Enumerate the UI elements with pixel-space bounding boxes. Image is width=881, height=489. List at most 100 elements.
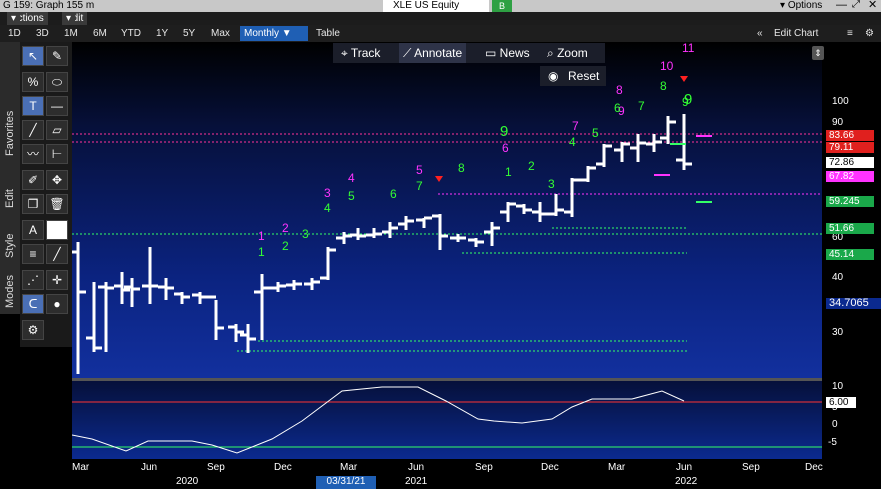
axis-scroll-icon[interactable]: ⇕ — [812, 46, 824, 60]
line-color-icon[interactable]: ╱ — [46, 244, 68, 264]
range-ytd[interactable]: YTD — [121, 28, 141, 39]
news-button[interactable]: ▭ News — [485, 46, 530, 60]
dashed-line-icon[interactable]: ⋰ — [22, 270, 44, 290]
time-axis[interactable]: Mar Jun Sep Dec Mar Jun Sep Dec Mar Jun … — [72, 459, 823, 489]
price-badge: 67.82 — [826, 171, 874, 182]
track-button[interactable]: ⌖ Track — [341, 46, 381, 60]
move-tool-icon[interactable]: ✥ — [46, 170, 68, 190]
tab-style-label: Style — [4, 233, 16, 258]
tab-favorites-label: Favorites — [4, 110, 16, 156]
b-button[interactable]: B — [492, 0, 512, 12]
table-button[interactable]: Table — [316, 28, 340, 39]
brush-tool-icon[interactable]: ✐ — [22, 170, 44, 190]
td-count-label: 1 — [258, 229, 265, 243]
trendline-tool-icon[interactable]: ╱ — [22, 120, 44, 140]
options-menu[interactable]: ▾ Options — [780, 0, 823, 11]
collapse-toolbar-icon[interactable]: « — [757, 28, 763, 39]
td-count-label: 11 — [682, 42, 695, 55]
text-tool-icon[interactable]: T — [22, 96, 44, 116]
pane-divider[interactable] — [72, 378, 822, 381]
x-month: Sep — [475, 462, 493, 473]
price-badge: 34.7065 — [826, 298, 881, 309]
td-count-label: 2 — [282, 221, 289, 235]
period-dropdown[interactable]: Monthly ▼ — [240, 26, 308, 41]
crosshair-mode-icon[interactable]: ✛ — [46, 270, 68, 290]
price-axis[interactable]: ⇕ 100 90 60 40 30 83.66 79.11 72.86 67.8… — [812, 42, 881, 378]
x-month: Dec — [274, 462, 292, 473]
price-badge: 83.66 — [826, 130, 874, 141]
td-count-label: 7 — [416, 179, 423, 193]
osc-tick: 10 — [832, 381, 844, 392]
drawing-toolbar: ↖ ✎ % ⬭ T — ╱ ▱ 〰 ⊢ ✐ ✥ ❐ 🗑 A ≡ ╱ ⋰ ✛ ᑕ … — [20, 42, 72, 347]
td-count-label: 9 — [618, 104, 625, 118]
annotate-button[interactable]: ⟋ Annotate — [399, 43, 467, 63]
td-count-label: 5 — [592, 126, 599, 140]
tab-favorites[interactable]: Favorites — [0, 42, 20, 163]
range-1d[interactable]: 1D — [8, 28, 21, 39]
maximize-icon[interactable]: ⤢ — [852, 0, 860, 10]
range-3d[interactable]: 3D — [36, 28, 49, 39]
range-1y[interactable]: 1Y — [156, 28, 169, 39]
price-badge: 45.14 — [826, 249, 874, 260]
oscillator-axis[interactable]: 10 5 0 -5 6.00 — [822, 381, 881, 459]
zoom-button[interactable]: ⌕ Zoom — [547, 46, 588, 60]
td-count-label: 6 — [614, 101, 621, 115]
pointer-tool-icon[interactable]: ↖ — [22, 46, 44, 66]
edit-chart-label: Edit Chart — [774, 28, 819, 39]
range-5y[interactable]: 5Y — [183, 28, 196, 39]
y-tick: 90 — [832, 117, 844, 128]
td-count-label: 3 — [302, 227, 309, 241]
chart-menu-icon[interactable]: ≡ — [847, 28, 853, 39]
fill-color-icon[interactable] — [46, 220, 68, 240]
close-icon[interactable]: ✕ — [868, 0, 878, 11]
price-badge: 79.11 — [826, 142, 874, 153]
range-6m[interactable]: 6M — [93, 28, 107, 39]
color-palette-icon[interactable]: ● — [46, 294, 68, 314]
range-tool-icon[interactable]: ⊢ — [46, 144, 68, 164]
trash-icon[interactable]: 🗑 — [46, 194, 68, 214]
ellipse-tool-icon[interactable]: ⬭ — [46, 72, 68, 92]
x-month: Mar — [340, 462, 358, 473]
minimize-icon[interactable]: — — [836, 0, 847, 11]
td-count-label: 9 — [682, 95, 689, 109]
x-year: 2021 — [405, 476, 428, 487]
reset-button[interactable]: ◉ Reset — [540, 66, 606, 86]
price-chart[interactable]: 1 2 3 4 5 6 7 8 9 10 11 1 2 3 4 5 6 7 8 9 1 2 3 4 5 6 7 8 9 9 — [72, 42, 822, 378]
chart-settings-icon[interactable]: ⚙ — [865, 28, 874, 39]
magnet-mode-icon[interactable]: ᑕ — [22, 294, 44, 314]
tab-style[interactable]: Style — [0, 214, 20, 265]
channel-tool-icon[interactable]: ▱ — [46, 120, 68, 140]
line-weight-icon[interactable]: ≡ — [22, 244, 44, 264]
pen-tool-icon[interactable]: ✎ — [46, 46, 68, 66]
edit-chart-button[interactable]: Edit Chart — [770, 26, 822, 41]
tab-edit-label: Edit — [4, 189, 16, 208]
td-count-label: 3 — [324, 186, 331, 200]
oscillator-svg — [72, 386, 822, 454]
tab-edit[interactable]: Edit — [0, 162, 20, 215]
td-count-label: 3 — [548, 177, 555, 191]
annotate-label: Annotate — [414, 46, 463, 60]
y-tick: 30 — [832, 327, 844, 338]
settings-gear-icon[interactable]: ⚙ — [22, 320, 44, 340]
cursor-date-badge: 03/31/21 — [316, 476, 376, 489]
freehand-tool-icon[interactable]: 〰 — [22, 144, 44, 164]
font-style-icon[interactable]: A — [22, 220, 44, 240]
td-count-label: 8 — [458, 161, 465, 175]
td-count-label: 4 — [569, 135, 576, 149]
range-1m[interactable]: 1M — [64, 28, 78, 39]
percent-tool-icon[interactable]: % — [22, 72, 44, 92]
track-label: Track — [350, 46, 381, 60]
security-field[interactable]: XLE US Equity — [383, 0, 489, 12]
news-label: News — [499, 46, 530, 60]
x-year: 2022 — [675, 476, 698, 487]
oscillator-pane[interactable] — [72, 381, 822, 459]
td-count-label: 1 — [505, 165, 512, 179]
actions-caret: ▾ — [7, 12, 21, 25]
line-tool-icon[interactable]: — — [46, 96, 68, 116]
range-max[interactable]: Max — [211, 28, 230, 39]
x-month: Sep — [742, 462, 760, 473]
copy-tool-icon[interactable]: ❐ — [22, 194, 44, 214]
side-tab-filler — [0, 314, 20, 489]
x-month: Dec — [541, 462, 559, 473]
tab-modes[interactable]: Modes — [0, 264, 20, 315]
